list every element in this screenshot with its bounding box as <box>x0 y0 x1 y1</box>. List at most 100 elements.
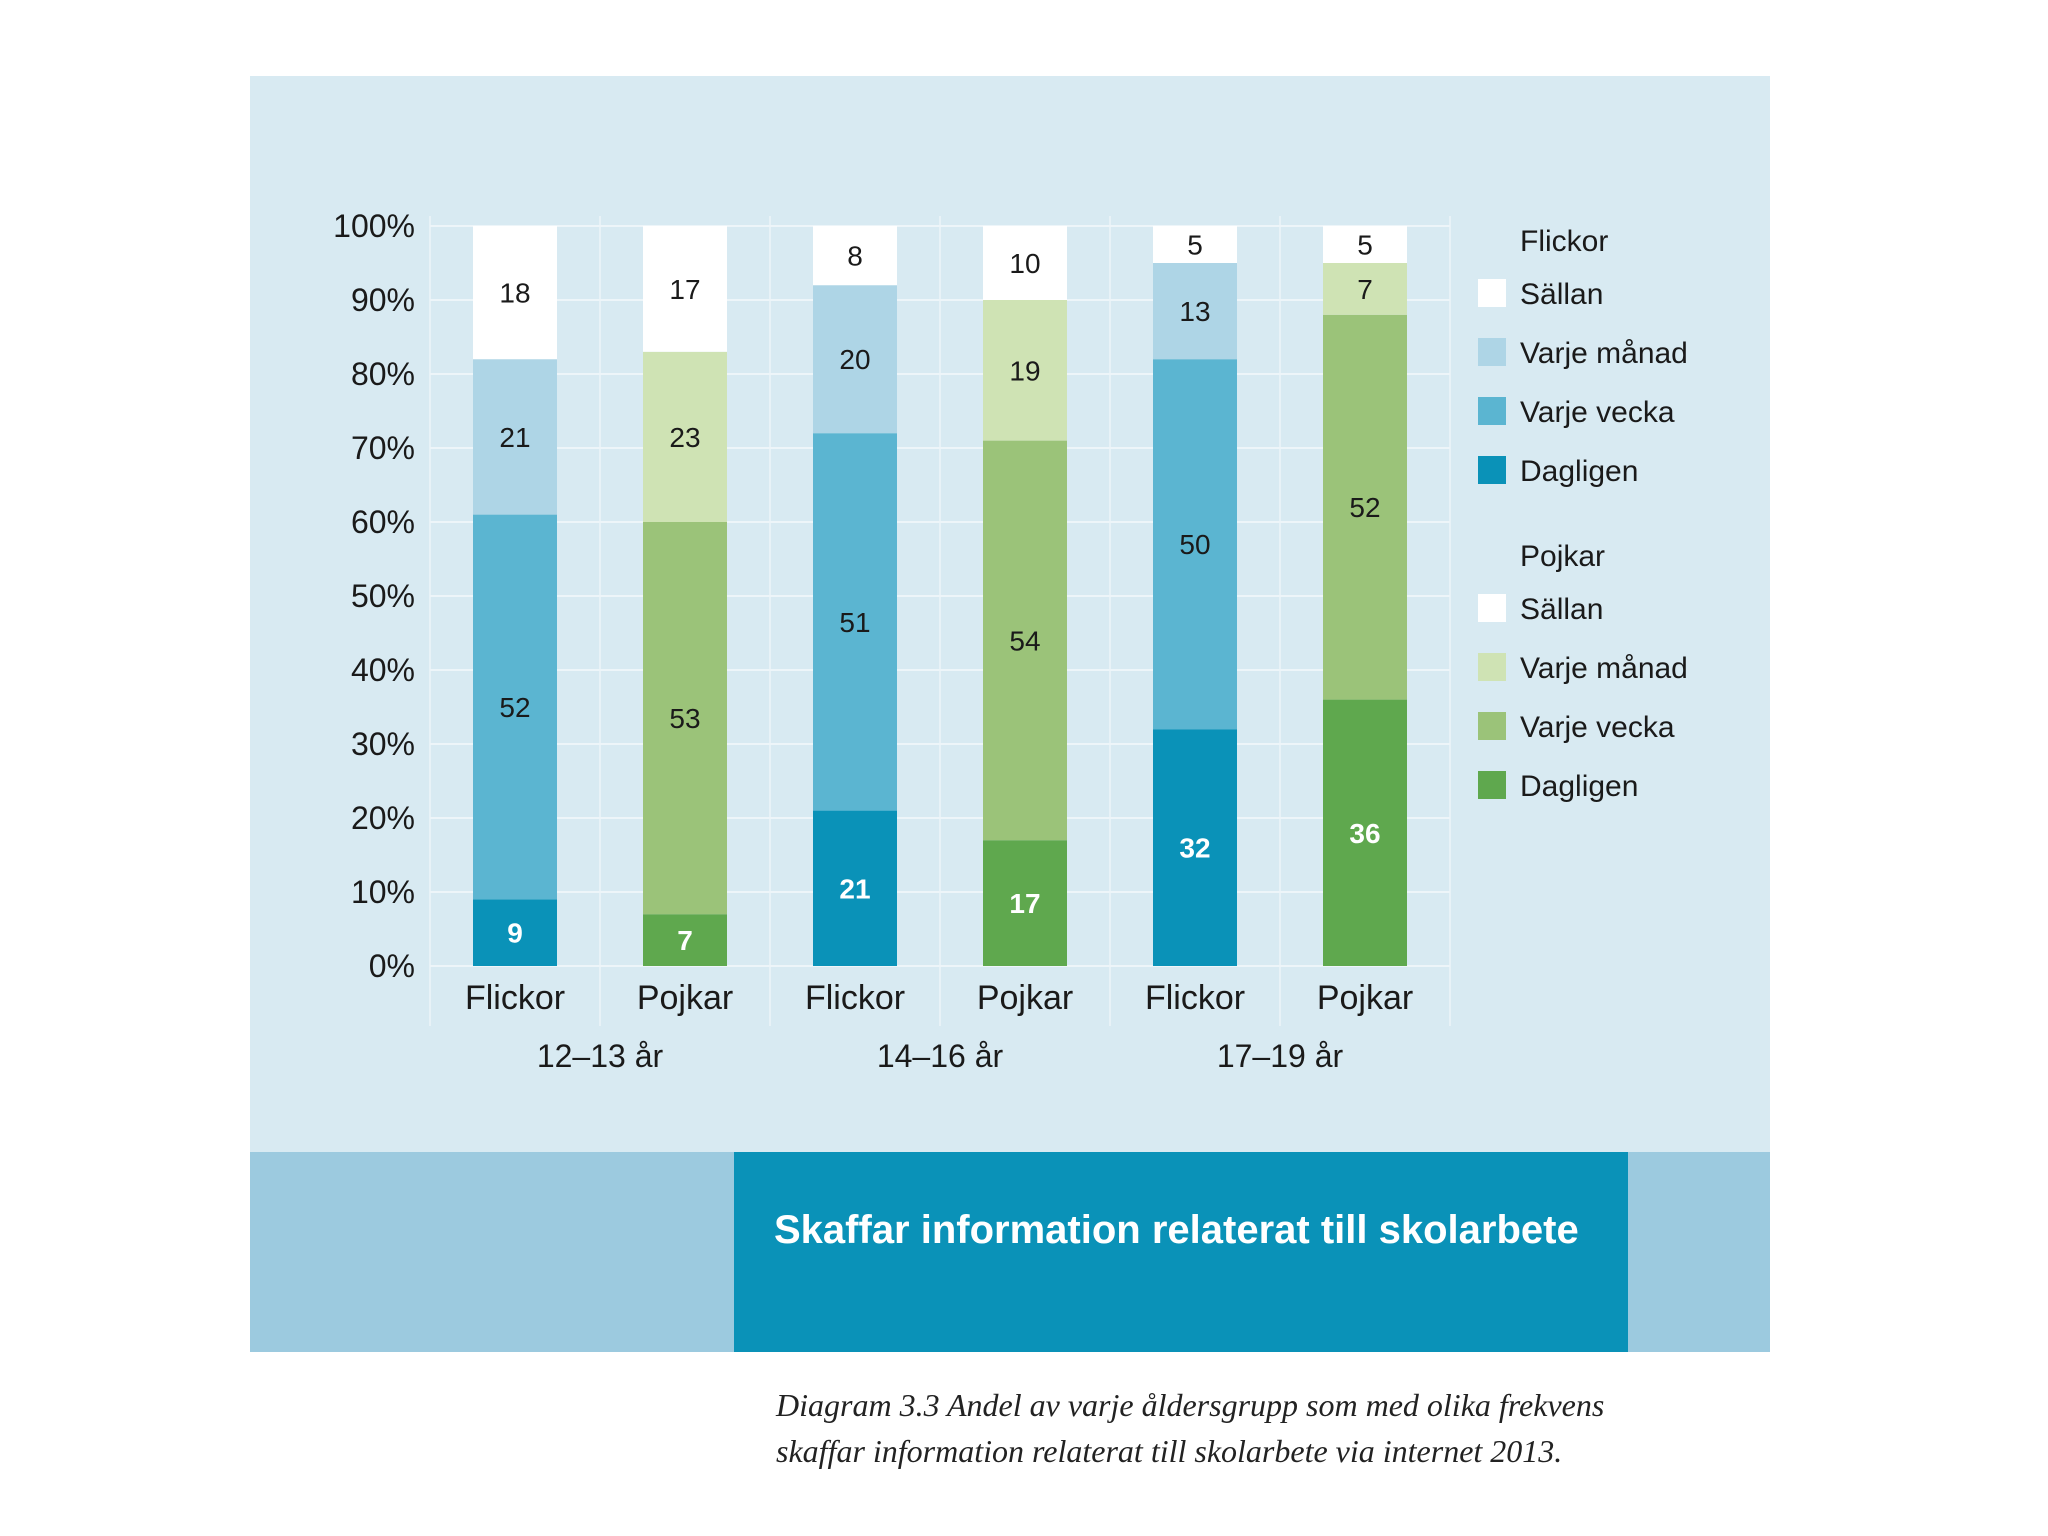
segment-dagligen <box>1153 729 1237 966</box>
data-label-dagligen: 7 <box>677 925 693 956</box>
y-tick-label: 20% <box>351 800 415 836</box>
legend-label-varje-vecka: Varje vecka <box>1520 711 1675 744</box>
segment-varje-vecka <box>983 440 1067 841</box>
y-tick-labels: 0% 10% 20% 30% 40% 50% 60% 70% 80% 90% 100% <box>333 208 415 984</box>
segment-varje-manad <box>813 285 897 434</box>
legend-label-sallan: Sällan <box>1520 278 1603 311</box>
x-group-label: 12–13 år <box>537 1038 664 1074</box>
data-label-sallan: 5 <box>1357 230 1373 261</box>
data-label-sallan: 8 <box>847 241 863 272</box>
x-category-label: Pojkar <box>637 979 733 1017</box>
data-label-varje-vecka: 54 <box>1009 625 1040 656</box>
legend-label-varje-manad: Varje månad <box>1520 337 1688 370</box>
data-label-varje-manad: 20 <box>839 344 870 375</box>
title-box: Skaffar information relaterat till skola… <box>734 1152 1628 1352</box>
data-label-varje-manad: 13 <box>1179 296 1210 327</box>
segment-sallan <box>1153 226 1237 263</box>
legend-swatch-dagligen <box>1478 771 1506 799</box>
data-label-sallan: 10 <box>1009 248 1040 279</box>
legend-heading-flickor: Flickor <box>1520 225 1608 258</box>
legend-swatch-varje-vecka <box>1478 712 1506 740</box>
data-label-varje-vecka: 52 <box>499 692 530 723</box>
x-group-label: 14–16 år <box>877 1038 1004 1074</box>
legend-heading-pojkar: Pojkar <box>1520 540 1605 573</box>
data-label-varje-manad: 23 <box>669 422 700 453</box>
segment-sallan <box>983 226 1067 300</box>
data-label-varje-manad: 19 <box>1009 355 1040 386</box>
y-tick-label: 0% <box>369 948 415 984</box>
data-label-sallan: 17 <box>669 274 700 305</box>
legend-label-sallan: Sällan <box>1520 593 1603 626</box>
y-tick-label: 70% <box>351 430 415 466</box>
legend-label-dagligen: Dagligen <box>1520 455 1638 488</box>
segment-varje-manad <box>643 351 727 522</box>
data-label-varje-manad: 21 <box>499 422 530 453</box>
data-label-dagligen: 32 <box>1179 833 1210 864</box>
title-band: Skaffar information relaterat till skola… <box>250 1152 1770 1352</box>
segment-varje-manad <box>1153 263 1237 360</box>
segment-dagligen <box>643 914 727 966</box>
bar-pojkar-14-16-ar: 17 54 19 10 <box>983 226 1067 966</box>
bar-flickor-17-19-ar: 32 50 13 5 <box>1153 226 1237 966</box>
legend: Flickor Sällan Varje månad Varje vecka Dagli… <box>1478 225 1688 803</box>
data-label-dagligen: 36 <box>1349 818 1380 849</box>
y-tick-label: 80% <box>351 356 415 392</box>
legend-label-dagligen: Dagligen <box>1520 770 1638 803</box>
segment-varje-vecka <box>813 433 897 811</box>
legend-swatch-varje-vecka <box>1478 397 1506 425</box>
segment-dagligen <box>983 840 1067 966</box>
y-tick-label: 90% <box>351 282 415 318</box>
x-group-label: 17–19 år <box>1217 1038 1344 1074</box>
y-tick-label: 30% <box>351 726 415 762</box>
y-gridlines <box>430 225 1450 967</box>
segment-varje-vecka <box>473 514 557 900</box>
segment-varje-manad <box>1323 263 1407 315</box>
y-tick-label: 10% <box>351 874 415 910</box>
data-label-varje-vecka: 50 <box>1179 529 1210 560</box>
data-label-dagligen: 21 <box>839 873 870 904</box>
segment-dagligen <box>813 810 897 966</box>
bars: 9 52 21 18 Flickor 7 53 23 17 Pojkar 21 51 20 8 Flicko… <box>465 226 1413 1017</box>
bar-flickor-14-16-ar: 21 51 20 8 <box>813 226 897 966</box>
x-category-label: Flickor <box>1145 979 1245 1017</box>
legend-label-varje-manad: Varje månad <box>1520 652 1688 685</box>
data-label-sallan: 5 <box>1187 230 1203 261</box>
x-category-label: Flickor <box>465 979 565 1017</box>
figure-caption: Diagram 3.3 Andel av varje åldersgrupp s… <box>776 1387 1605 1469</box>
segment-dagligen <box>473 899 557 966</box>
y-tick-label: 40% <box>351 652 415 688</box>
segment-sallan <box>643 226 727 352</box>
column-separators <box>429 216 1451 1026</box>
y-tick-label: 60% <box>351 504 415 540</box>
data-label-varje-vecka: 51 <box>839 607 870 638</box>
segment-varje-manad <box>473 359 557 515</box>
chart-panel: 0% 10% 20% 30% 40% 50% 60% 70% 80% 90% 100% 9 52 21 18… <box>250 76 1770 1152</box>
y-tick-label: 100% <box>333 208 415 244</box>
x-group-labels: 12–13 år 14–16 år 17–19 år <box>537 1038 1344 1074</box>
bar-flickor-12-13-ar: 9 52 21 18 <box>473 226 557 966</box>
data-label-varje-vecka: 53 <box>669 703 700 734</box>
segment-varje-vecka <box>1323 314 1407 700</box>
data-label-dagligen: 17 <box>1009 888 1040 919</box>
data-label-dagligen: 9 <box>507 918 523 949</box>
segment-sallan <box>473 226 557 360</box>
segment-varje-vecka <box>1153 359 1237 730</box>
data-label-varje-manad: 7 <box>1357 274 1373 305</box>
bar-pojkar-17-19-ar: 36 52 7 5 <box>1323 226 1407 966</box>
legend-swatch-varje-manad <box>1478 338 1506 366</box>
data-label-varje-vecka: 52 <box>1349 492 1380 523</box>
legend-swatch-sallan <box>1478 279 1506 307</box>
segment-sallan <box>1323 226 1407 263</box>
segment-varje-vecka <box>643 522 727 915</box>
bar-pojkar-12-13-ar: 7 53 23 17 <box>643 226 727 966</box>
y-tick-label: 50% <box>351 578 415 614</box>
legend-swatch-sallan <box>1478 594 1506 622</box>
segment-dagligen <box>1323 699 1407 966</box>
x-category-label: Pojkar <box>1317 979 1413 1017</box>
segment-sallan <box>813 226 897 286</box>
stacked-bar-chart: 0% 10% 20% 30% 40% 50% 60% 70% 80% 90% 100% 9 52 21 18… <box>333 208 1688 1074</box>
segment-varje-manad <box>983 300 1067 441</box>
legend-swatch-varje-manad <box>1478 653 1506 681</box>
chart-title: Skaffar information relaterat till skola… <box>774 1208 1579 1252</box>
legend-label-varje-vecka: Varje vecka <box>1520 396 1675 429</box>
